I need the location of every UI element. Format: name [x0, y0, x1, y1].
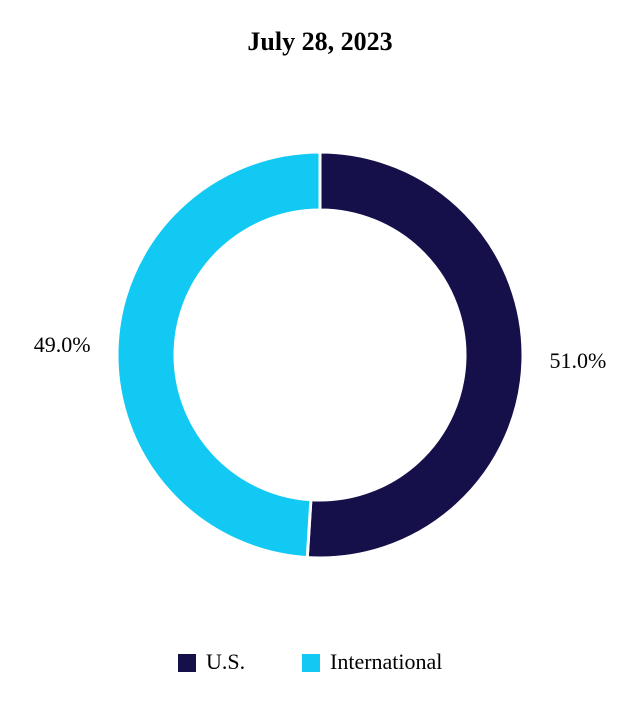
- value-label: 49.0%: [34, 332, 91, 357]
- chart-title: July 28, 2023: [247, 27, 392, 56]
- legend-label: U.S.: [206, 649, 245, 674]
- donut-slice: [305, 150, 525, 560]
- legend-label: International: [330, 649, 442, 674]
- value-label: 51.0%: [549, 348, 606, 373]
- donut-slice: [115, 150, 322, 560]
- legend-swatch: [178, 654, 196, 672]
- legend-swatch: [302, 654, 320, 672]
